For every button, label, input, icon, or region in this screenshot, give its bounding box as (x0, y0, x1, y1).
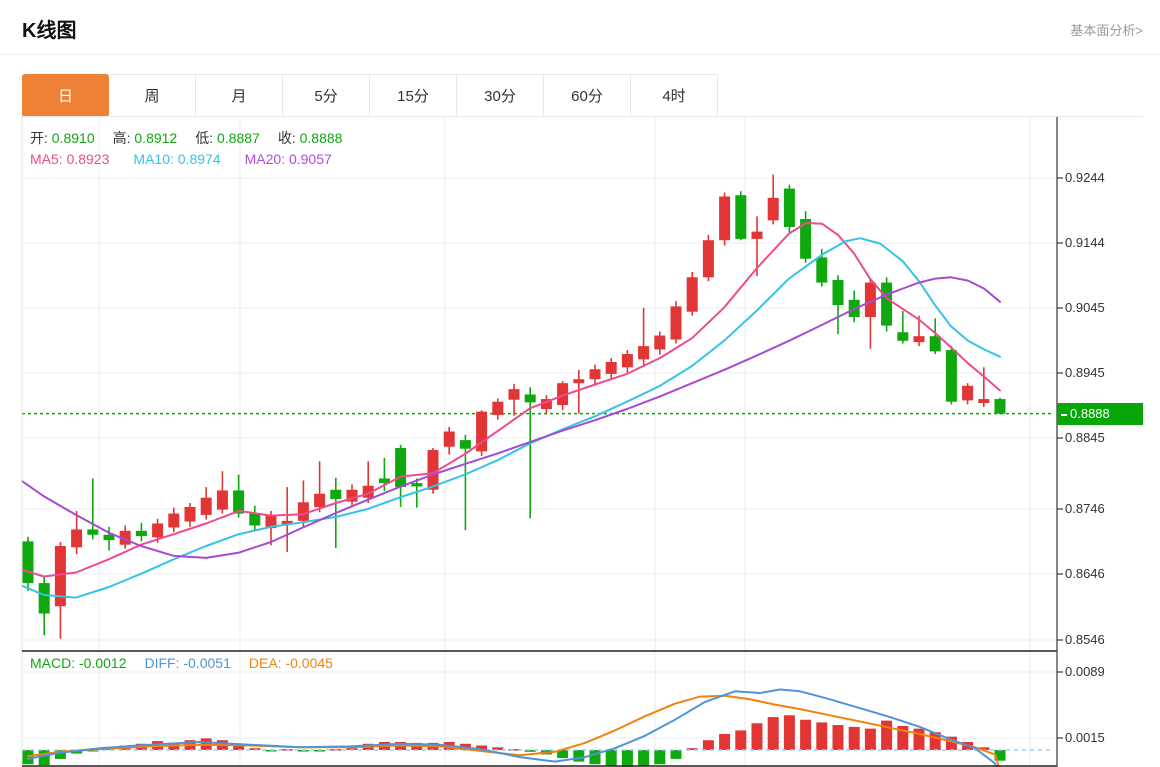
legend-item: 低: 0.8887 (195, 130, 260, 146)
legend-item: DIFF: -0.0051 (144, 655, 231, 671)
current-price-badge: 0.8888 (1057, 403, 1143, 425)
axis-label: 0.8546 (1065, 632, 1105, 647)
tabs-underline (22, 116, 1143, 117)
axis-label: 0.8746 (1065, 501, 1105, 516)
axis-label: 0.8945 (1065, 365, 1105, 380)
axis-label: 0.9244 (1065, 170, 1105, 185)
legend-item: DEA: -0.0045 (248, 655, 333, 671)
interval-tab-5分[interactable]: 5分 (283, 74, 370, 117)
interval-tab-月[interactable]: 月 (196, 74, 283, 117)
interval-tab-4时[interactable]: 4时 (631, 74, 718, 117)
axis-label: 0.8646 (1065, 566, 1105, 581)
page-title: K线图 (22, 20, 77, 42)
header-divider (0, 54, 1160, 55)
interval-tab-60分[interactable]: 60分 (544, 74, 631, 117)
current-price-value: 0.8888 (1070, 406, 1110, 421)
interval-tab-30分[interactable]: 30分 (457, 74, 544, 117)
axis-label: 0.9144 (1065, 235, 1105, 250)
legend-item: MA5: 0.8923 (30, 151, 110, 167)
legend-item: MA10: 0.8974 (133, 151, 221, 167)
axis-label: 0.0089 (1065, 664, 1105, 679)
legend-item: 开: 0.8910 (30, 130, 95, 146)
legend-item: 高: 0.8912 (112, 130, 178, 146)
legend-item: MACD: -0.0012 (30, 655, 127, 671)
widget-header: K线图 基本面分析> (0, 0, 1160, 54)
ohlc-legend: 开: 0.8910 高: 0.8912 低: 0.8887 收: 0.8888 (30, 128, 360, 148)
legend-item: 收: 0.8888 (277, 130, 343, 146)
axis-label: 0.8845 (1065, 430, 1105, 445)
axis-label: 0.9045 (1065, 300, 1105, 315)
legend-item: MA20: 0.9057 (244, 151, 332, 167)
axis-label: 0.0015 (1065, 730, 1105, 745)
interval-tab-日[interactable]: 日 (22, 74, 109, 117)
price-tick-icon (1061, 413, 1067, 416)
fundamental-analysis-link[interactable]: 基本面分析> (1070, 23, 1143, 38)
interval-tabs: 日周月 5分 15分 30分 60分 4时 (22, 74, 718, 117)
ma-legend: MA5: 0.8923 MA10: 0.8974 MA20: 0.9057 (30, 151, 356, 167)
macd-indicator-legend: MACD: -0.0012 DIFF: -0.0051 DEA: -0.0045 (30, 655, 351, 671)
